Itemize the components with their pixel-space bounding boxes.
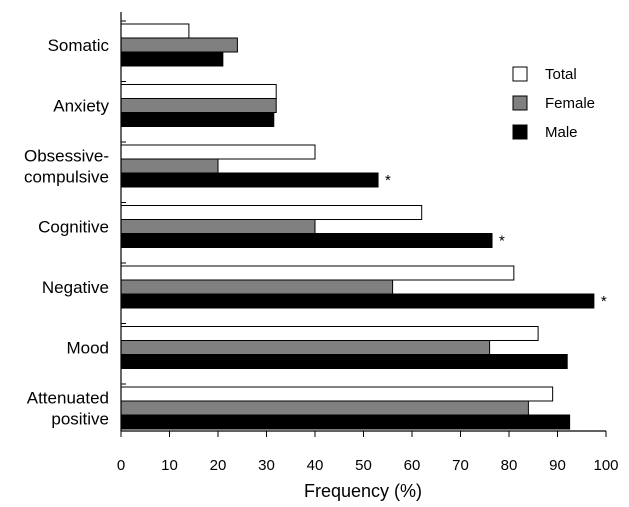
x-tick-label: 10 bbox=[161, 457, 178, 474]
x-tick-label: 30 bbox=[258, 457, 275, 474]
bar-female-0 bbox=[120, 37, 238, 53]
bar-total-2 bbox=[120, 144, 316, 160]
x-tick-label: 70 bbox=[452, 457, 469, 474]
bar-total-5 bbox=[120, 326, 539, 341]
bar-total-4 bbox=[120, 265, 515, 281]
x-tick-label: 40 bbox=[307, 457, 324, 474]
x-tick-label: 100 bbox=[593, 457, 618, 474]
x-axis-title: Frequency (%) bbox=[304, 481, 422, 501]
significance-marker: * bbox=[385, 172, 391, 189]
category-label: Attenuated bbox=[27, 389, 109, 408]
bar-female-5 bbox=[120, 340, 491, 355]
bar-female-6 bbox=[120, 400, 529, 416]
bar-total-1 bbox=[120, 84, 277, 99]
legend-label-female: Female bbox=[545, 95, 595, 112]
bar-female-1 bbox=[120, 98, 277, 113]
category-label: Cognitive bbox=[38, 218, 109, 237]
x-tick-label: 60 bbox=[404, 457, 421, 474]
bar-total-0 bbox=[120, 23, 190, 39]
bar-female-4 bbox=[120, 279, 394, 295]
x-tick-label: 80 bbox=[501, 457, 518, 474]
category-label: compulsive bbox=[24, 168, 109, 187]
category-label: positive bbox=[51, 410, 109, 429]
bar-female-2 bbox=[120, 158, 219, 174]
x-tick-label: 0 bbox=[117, 457, 125, 474]
legend-swatch-total bbox=[512, 66, 528, 82]
legend-swatch-male bbox=[512, 124, 528, 140]
significance-marker: * bbox=[601, 293, 607, 310]
category-label: Obsessive- bbox=[24, 147, 109, 166]
category-label: Anxiety bbox=[53, 97, 109, 116]
bar-male-5 bbox=[120, 354, 568, 369]
legend-swatch-female bbox=[512, 95, 528, 111]
category-label: Negative bbox=[42, 278, 109, 297]
bar-total-3 bbox=[120, 205, 423, 220]
legend: Total Female Male bbox=[512, 66, 595, 141]
legend-label-total: Total bbox=[545, 66, 577, 83]
bar-male-0 bbox=[120, 51, 224, 67]
bar-female-3 bbox=[120, 219, 316, 234]
bar-total-6 bbox=[120, 386, 554, 402]
bar-male-6 bbox=[120, 414, 571, 430]
bars-group: * * * bbox=[120, 23, 607, 430]
x-tick-label: 50 bbox=[355, 457, 372, 474]
x-tick-label: 90 bbox=[549, 457, 566, 474]
category-label: Mood bbox=[66, 339, 109, 358]
bar-male-3 bbox=[120, 233, 493, 248]
bar-male-1 bbox=[120, 112, 275, 127]
bar-male-2 bbox=[120, 172, 379, 188]
legend-label-male: Male bbox=[545, 124, 578, 141]
x-tick-label: 20 bbox=[210, 457, 227, 474]
category-label: Somatic bbox=[48, 36, 110, 55]
x-ticks: 0 10 20 30 40 50 60 70 80 90 100 bbox=[117, 20, 619, 474]
significance-marker: * bbox=[499, 233, 505, 250]
bar-male-4 bbox=[120, 293, 595, 309]
category-labels: Somatic Anxiety Obsessive-compulsive Cognit… bbox=[24, 36, 110, 429]
